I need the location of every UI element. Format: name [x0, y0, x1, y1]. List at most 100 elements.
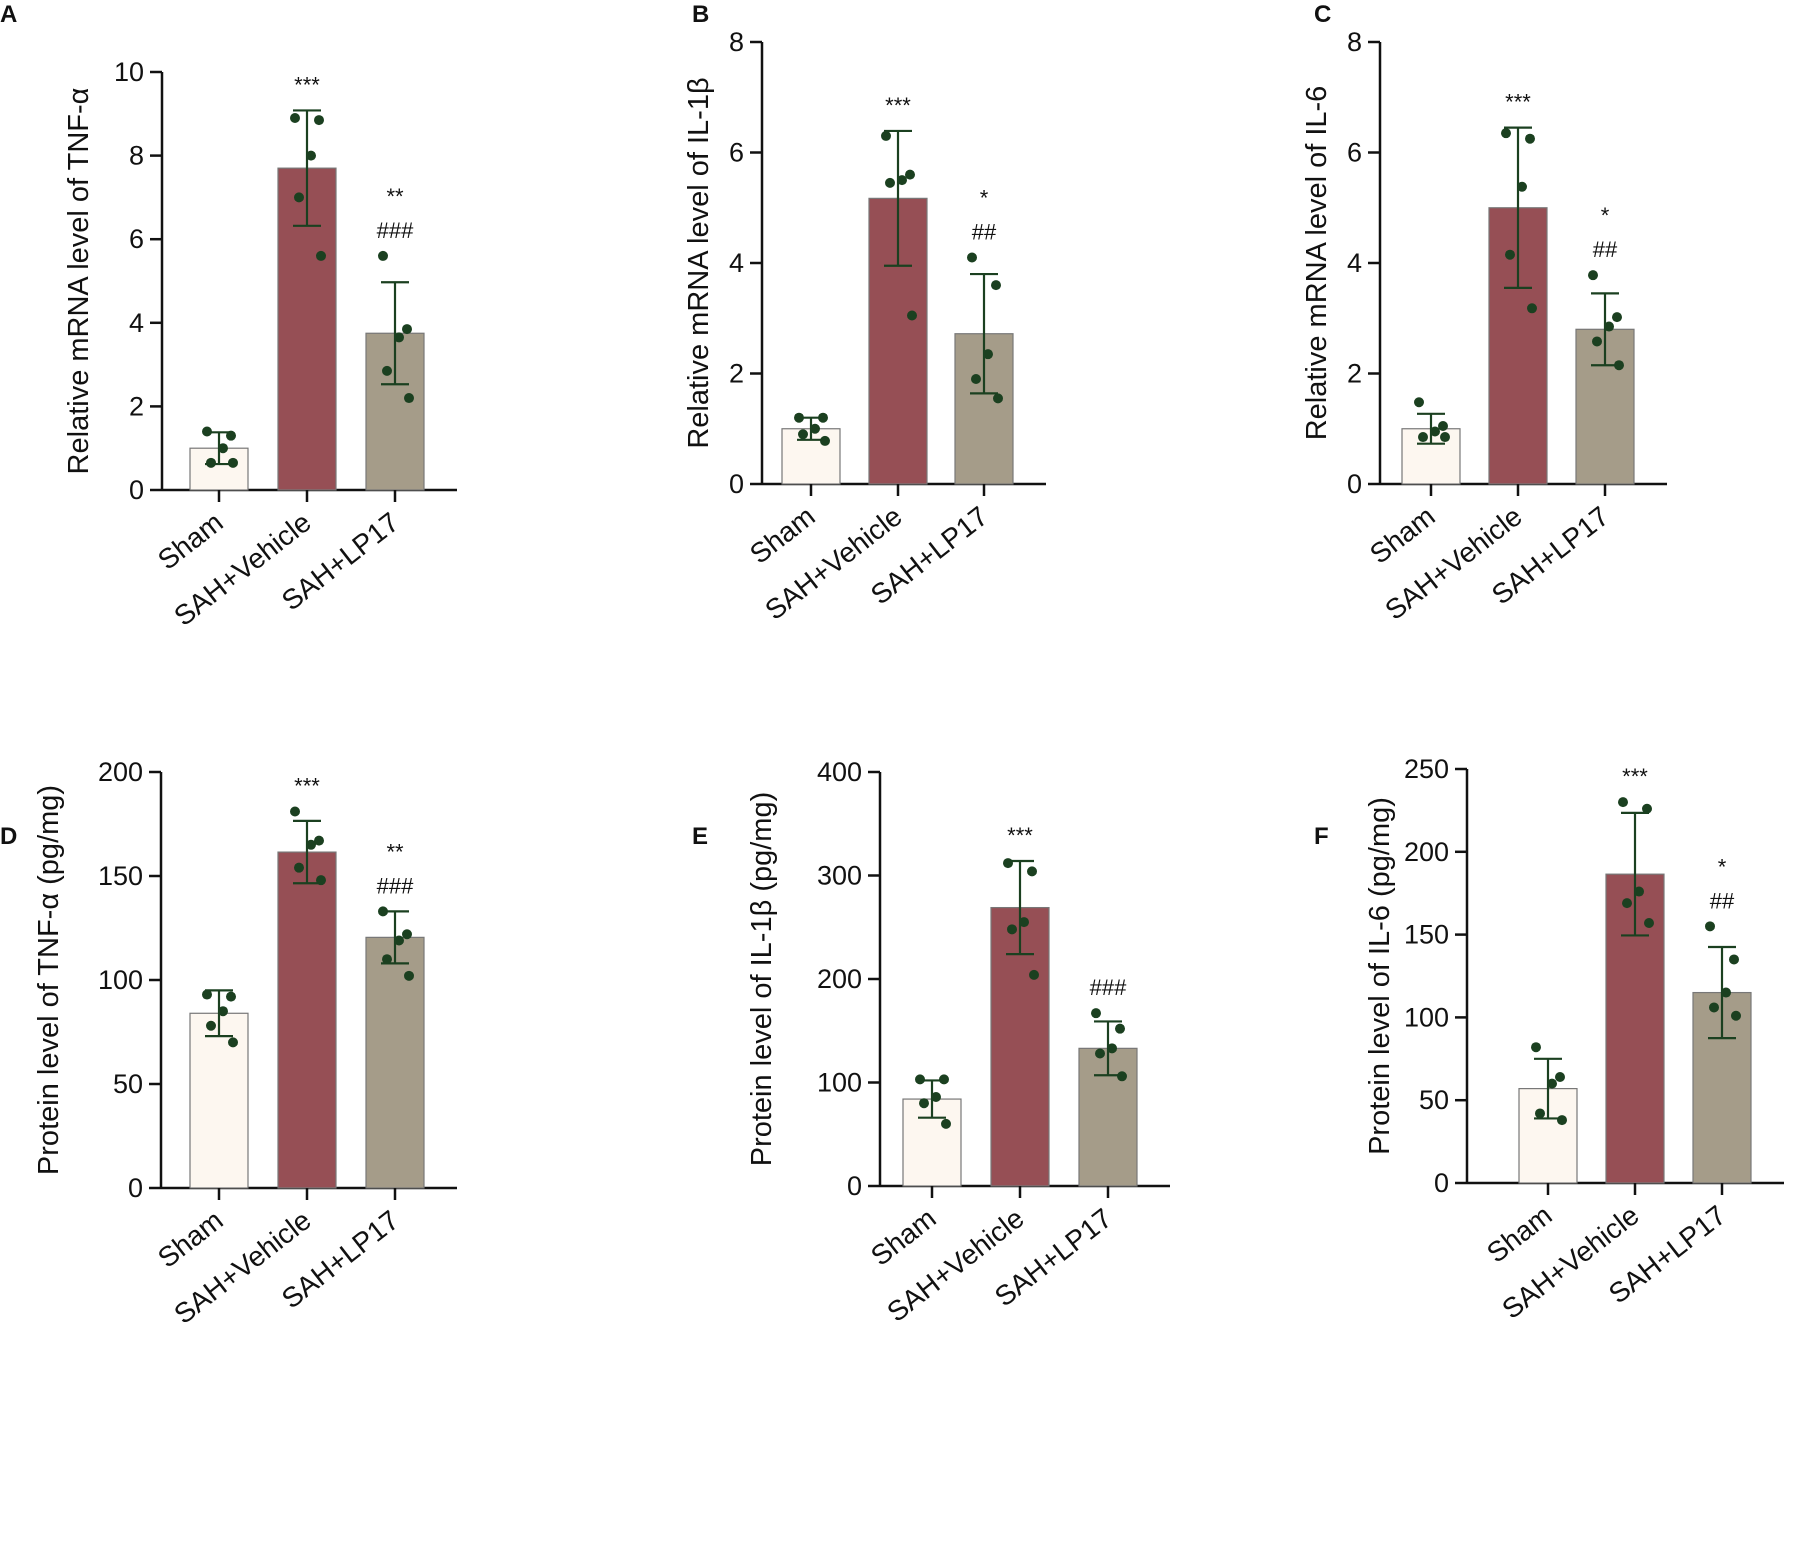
data-point	[218, 1006, 228, 1017]
data-point	[1029, 969, 1039, 980]
panel-letter: D	[0, 823, 17, 850]
data-point	[1555, 1072, 1565, 1083]
bar-sah-vehicle	[277, 851, 337, 1189]
data-point	[1709, 1002, 1719, 1013]
significance-label: ***	[294, 72, 320, 97]
data-point	[818, 412, 828, 423]
data-point	[991, 280, 1001, 291]
data-point	[404, 393, 414, 404]
panel-d: D 0 50 100 150 200 Protein level of TNF-α (pg/…	[0, 757, 457, 1330]
y-tick-label: 8	[1347, 27, 1362, 57]
panel-letter: A	[0, 1, 17, 28]
y-tick-label: 8	[129, 141, 144, 171]
data-point	[1614, 360, 1624, 371]
y-tick-label: 300	[817, 861, 862, 891]
y-axis-label: Relative mRNA level of IL-6	[1301, 86, 1333, 441]
significance-label: ###	[377, 873, 414, 898]
x-category-label: Sham	[1481, 1199, 1558, 1268]
y-tick-label: 0	[1347, 469, 1362, 499]
data-point	[226, 430, 236, 441]
data-point	[1117, 1071, 1127, 1082]
significance-label: ##	[1593, 237, 1618, 262]
data-point	[820, 435, 830, 446]
data-point	[1438, 420, 1448, 431]
data-point	[967, 252, 977, 263]
data-point	[314, 115, 324, 126]
data-point	[1517, 181, 1527, 192]
y-tick-label: 200	[1404, 837, 1449, 867]
data-point	[1003, 858, 1013, 869]
y-tick-label: 4	[729, 248, 744, 278]
data-point	[810, 423, 820, 434]
significance-label: ***	[1622, 764, 1648, 789]
y-tick-label: 0	[128, 1173, 143, 1203]
significance-label: ***	[1007, 823, 1033, 848]
data-point	[202, 426, 212, 437]
data-point	[402, 324, 412, 335]
data-point	[1527, 303, 1537, 314]
data-point	[1535, 1108, 1545, 1119]
data-point	[881, 130, 891, 141]
y-tick-label: 0	[1434, 1168, 1449, 1198]
y-tick-label: 10	[114, 57, 144, 87]
data-point	[1731, 1010, 1741, 1021]
data-point	[1501, 128, 1511, 139]
y-tick-label: 6	[129, 224, 144, 254]
data-point	[1557, 1115, 1567, 1126]
data-point	[1644, 918, 1654, 929]
data-point	[218, 443, 228, 454]
data-point	[939, 1074, 949, 1085]
data-point	[1019, 917, 1029, 928]
y-tick-label: 0	[847, 1171, 862, 1201]
y-tick-label: 100	[1404, 1002, 1449, 1032]
data-point	[316, 875, 326, 886]
y-axis-label: Relative mRNA level of IL-1β	[683, 77, 715, 448]
data-point	[983, 349, 993, 360]
y-tick-label: 6	[729, 138, 744, 168]
y-tick-label: 50	[113, 1069, 143, 1099]
significance-label: *	[1718, 854, 1727, 879]
data-point	[404, 970, 414, 981]
data-point	[1107, 1043, 1117, 1054]
data-point	[1007, 924, 1017, 935]
data-point	[306, 150, 316, 161]
data-point	[206, 457, 216, 468]
x-category-label: Sham	[865, 1202, 942, 1271]
data-point	[931, 1091, 941, 1102]
y-tick-label: 0	[129, 475, 144, 505]
data-point	[1721, 987, 1731, 998]
data-point	[394, 332, 404, 343]
data-point	[1095, 1048, 1105, 1059]
y-axis-label: Protein level of IL-1β (pg/mg)	[746, 792, 778, 1167]
y-tick-label: 6	[1347, 138, 1362, 168]
data-point	[1418, 432, 1428, 443]
y-tick-label: 8	[729, 27, 744, 57]
panel-e: E 0 100 200 300 400 Protein level of IL-1β (pg…	[692, 757, 1170, 1328]
data-point	[290, 806, 300, 817]
data-point	[294, 192, 304, 203]
y-axis-label: Protein level of TNF-α (pg/mg)	[33, 785, 65, 1175]
x-category-label: Sham	[152, 506, 229, 575]
y-tick-label: 200	[817, 964, 862, 994]
y-axis-label: Protein level of IL-6 (pg/mg)	[1364, 797, 1396, 1155]
y-tick-label: 100	[817, 1068, 862, 1098]
bar-sah-lp17	[365, 936, 425, 1189]
data-point	[206, 1020, 216, 1031]
data-point	[1531, 1042, 1541, 1053]
significance-label: ###	[377, 218, 414, 243]
data-point	[885, 177, 895, 188]
data-point	[794, 412, 804, 423]
data-point	[382, 365, 392, 376]
data-point	[798, 429, 808, 440]
data-point	[1618, 797, 1628, 808]
data-point	[316, 250, 326, 261]
data-point	[1027, 866, 1037, 877]
y-axis-label: Relative mRNA level of TNF-α	[63, 88, 95, 475]
data-point	[1115, 1023, 1125, 1034]
data-point	[1705, 921, 1715, 932]
significance-label: ##	[1710, 888, 1735, 913]
y-tick-label: 200	[98, 757, 143, 787]
panel-letter: B	[692, 1, 709, 28]
significance-label: ###	[1090, 975, 1127, 1000]
